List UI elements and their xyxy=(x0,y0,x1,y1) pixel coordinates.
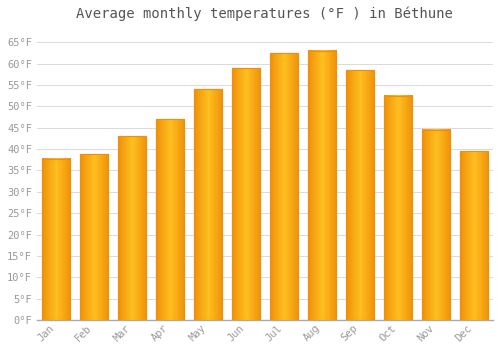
Bar xyxy=(118,136,146,320)
Bar xyxy=(118,136,146,320)
Title: Average monthly temperatures (°F ) in Béthune: Average monthly temperatures (°F ) in Bé… xyxy=(76,7,454,21)
Bar xyxy=(42,159,70,320)
Bar xyxy=(156,119,184,320)
Bar xyxy=(384,96,412,320)
Bar xyxy=(194,89,222,320)
Bar xyxy=(270,53,298,320)
Bar xyxy=(270,53,298,320)
Bar xyxy=(42,159,70,320)
Bar xyxy=(460,151,488,320)
Bar xyxy=(156,119,184,320)
Bar xyxy=(422,130,450,320)
Bar xyxy=(346,70,374,320)
Bar xyxy=(232,68,260,320)
Bar xyxy=(80,154,108,320)
Bar xyxy=(80,154,108,320)
Bar xyxy=(194,89,222,320)
Bar xyxy=(308,51,336,320)
Bar xyxy=(460,151,488,320)
Bar xyxy=(384,96,412,320)
Bar xyxy=(232,68,260,320)
Bar xyxy=(308,51,336,320)
Bar xyxy=(422,130,450,320)
Bar xyxy=(346,70,374,320)
